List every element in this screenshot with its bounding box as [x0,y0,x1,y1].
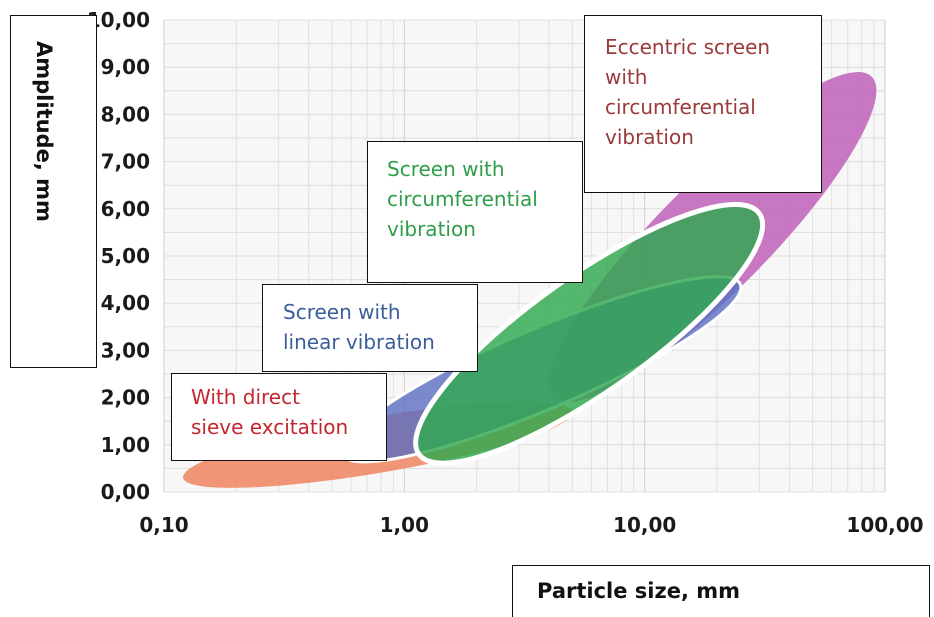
label-linear-line-1: Screen with [283,300,401,324]
label-linear-vibration: Screen with linear vibration [262,284,478,372]
label-circ-line-1: Screen with [387,157,505,181]
y-tick-labels: 0,00 1,00 2,00 3,00 4,00 5,00 6,00 7,00 8,00 9,00… [87,8,150,504]
y-tick-label: 2,00 [101,386,150,410]
label-ecc-line-2: with [605,65,648,89]
x-axis-label-box: Particle size, mm [512,565,930,617]
y-tick-label: 10,00 [87,8,150,32]
area-circumferential-vibration [413,202,766,466]
y-tick-label: 0,00 [101,480,150,504]
x-tick-label: 1,00 [380,513,429,537]
x-tick-label: 10,00 [613,513,676,537]
label-circumferential-vibration: Screen with circumferential vibration [367,141,583,283]
y-tick-label: 4,00 [101,291,150,315]
y-axis-label: Amplitude, mm [32,41,56,222]
y-tick-label: 3,00 [101,338,150,362]
label-ecc-line-1: Eccentric screen [605,35,771,59]
x-axis-label: Particle size, mm [537,579,741,603]
y-tick-label: 8,00 [101,102,150,126]
y-tick-label: 6,00 [101,197,150,221]
y-tick-label: 7,00 [101,150,150,174]
label-linear-line-2: linear vibration [283,330,435,354]
label-eccentric-screen: Eccentric screen with circumferential vi… [584,15,822,193]
x-tick-label: 100,00 [846,513,923,537]
y-tick-label: 1,00 [101,433,150,457]
y-tick-label: 5,00 [101,244,150,268]
x-tick-label: 0,10 [139,513,188,537]
label-direct-line-2: sieve excitation [191,415,349,439]
label-ecc-line-4: vibration [605,125,694,149]
label-direct-line-1: With direct [191,385,300,409]
y-axis-label-box: Amplitude, mm [10,15,97,368]
label-circ-line-2: circumferential [387,187,538,211]
x-tick-labels: 0,10 1,00 10,00 100,00 [139,513,923,537]
label-circ-line-3: vibration [387,217,476,241]
y-tick-label: 9,00 [101,55,150,79]
label-ecc-line-3: circumferential [605,95,756,119]
label-direct-sieve-excitation: With direct sieve excitation [171,373,387,461]
